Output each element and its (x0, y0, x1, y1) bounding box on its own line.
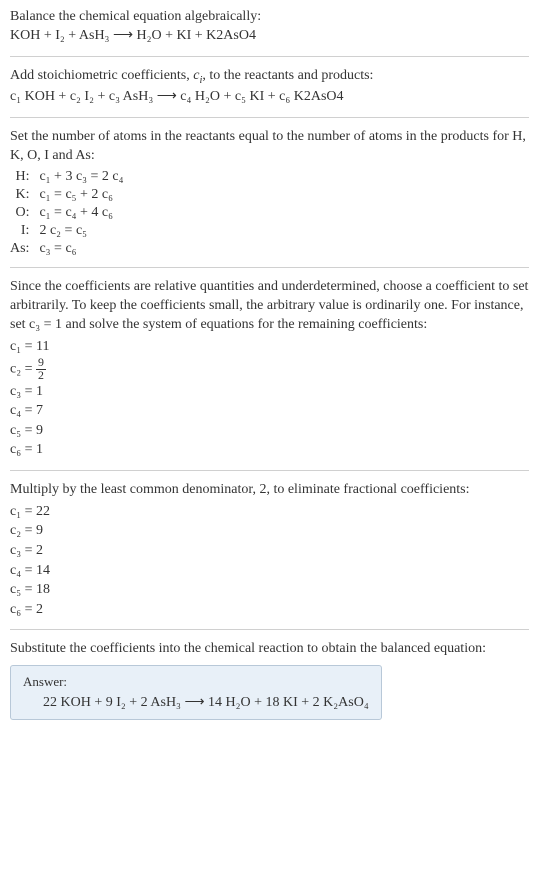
fraction: 92 (36, 357, 46, 382)
stoich-intro: Add stoichiometric coefficients, ci, to … (10, 67, 529, 88)
coeff-row: c₅ = 18 (10, 580, 529, 600)
section-atom-balance: Set the number of atoms in the reactants… (10, 128, 529, 258)
divider (10, 470, 529, 471)
coeff-row: c₁ = 11 (10, 337, 529, 357)
fraction-den: 2 (36, 370, 46, 382)
coeff-row: c₁ = 22 (10, 502, 529, 522)
coeff-row: c₄ = 14 (10, 561, 529, 581)
section-multiply: Multiply by the least common denominator… (10, 481, 529, 619)
substitute-intro: Substitute the coefficients into the che… (10, 640, 529, 659)
coeff-c2-pre: c₂ = (10, 361, 36, 376)
stoich-intro-post: , to the reactants and products: (202, 68, 373, 83)
multiply-intro: Multiply by the least common denominator… (10, 481, 529, 500)
divider (10, 267, 529, 268)
section-substitute: Substitute the coefficients into the che… (10, 640, 529, 720)
coeff-row: c₄ = 7 (10, 401, 529, 421)
coeff-row: c₆ = 2 (10, 600, 529, 620)
coeff-row: c₆ = 1 (10, 440, 529, 460)
stoich-intro-pre: Add stoichiometric coefficients, (10, 68, 193, 83)
atom-eq: 2 c₂ = c₅ (39, 223, 529, 239)
atom-label: K: (10, 187, 31, 203)
atom-label: H: (10, 169, 31, 185)
atom-eq: c₁ = c₄ + 4 c₆ (39, 205, 529, 221)
coeff-row: c₅ = 9 (10, 421, 529, 441)
atom-label: I: (10, 223, 31, 239)
coeff-row: c₂ = 9 (10, 521, 529, 541)
solve-intro: Since the coefficients are relative quan… (10, 278, 529, 335)
coeff-row: c₃ = 1 (10, 382, 529, 402)
section-balance-intro: Balance the chemical equation algebraica… (10, 8, 529, 46)
answer-equation: 22 KOH + 9 I₂ + 2 AsH₃ ⟶ 14 H₂O + 18 KI … (23, 694, 369, 711)
atom-eq: c₁ + 3 c₃ = 2 c₄ (39, 169, 529, 185)
answer-label: Answer: (23, 674, 369, 690)
atom-label: O: (10, 205, 31, 221)
section-stoich: Add stoichiometric coefficients, ci, to … (10, 67, 529, 107)
divider (10, 56, 529, 57)
atom-eq: c₃ = c₆ (39, 241, 529, 257)
atom-balance-intro: Set the number of atoms in the reactants… (10, 128, 529, 166)
atom-eq: c₁ = c₅ + 2 c₆ (39, 187, 529, 203)
balance-line1: Balance the chemical equation algebraica… (10, 8, 529, 27)
stoich-equation: c₁ KOH + c₂ I₂ + c₃ AsH₃ ⟶ c₄ H₂O + c₅ K… (10, 88, 529, 107)
atom-balance-table: H: c₁ + 3 c₃ = 2 c₄ K: c₁ = c₅ + 2 c₆ O:… (10, 169, 529, 257)
coeff-row: c₂ = 92 (10, 357, 529, 382)
coeff-row: c₃ = 2 (10, 541, 529, 561)
atom-label: As: (10, 241, 31, 257)
divider (10, 629, 529, 630)
coeff-list-1: c₁ = 11 c₂ = 92 c₃ = 1 c₄ = 7 c₅ = 9 c₆ … (10, 337, 529, 460)
answer-box: Answer: 22 KOH + 9 I₂ + 2 AsH₃ ⟶ 14 H₂O … (10, 665, 382, 720)
divider (10, 117, 529, 118)
section-solve: Since the coefficients are relative quan… (10, 278, 529, 459)
balance-equation: KOH + I₂ + AsH₃ ⟶ H₂O + KI + K2AsO4 (10, 27, 529, 46)
coeff-list-2: c₁ = 22 c₂ = 9 c₃ = 2 c₄ = 14 c₅ = 18 c₆… (10, 502, 529, 620)
